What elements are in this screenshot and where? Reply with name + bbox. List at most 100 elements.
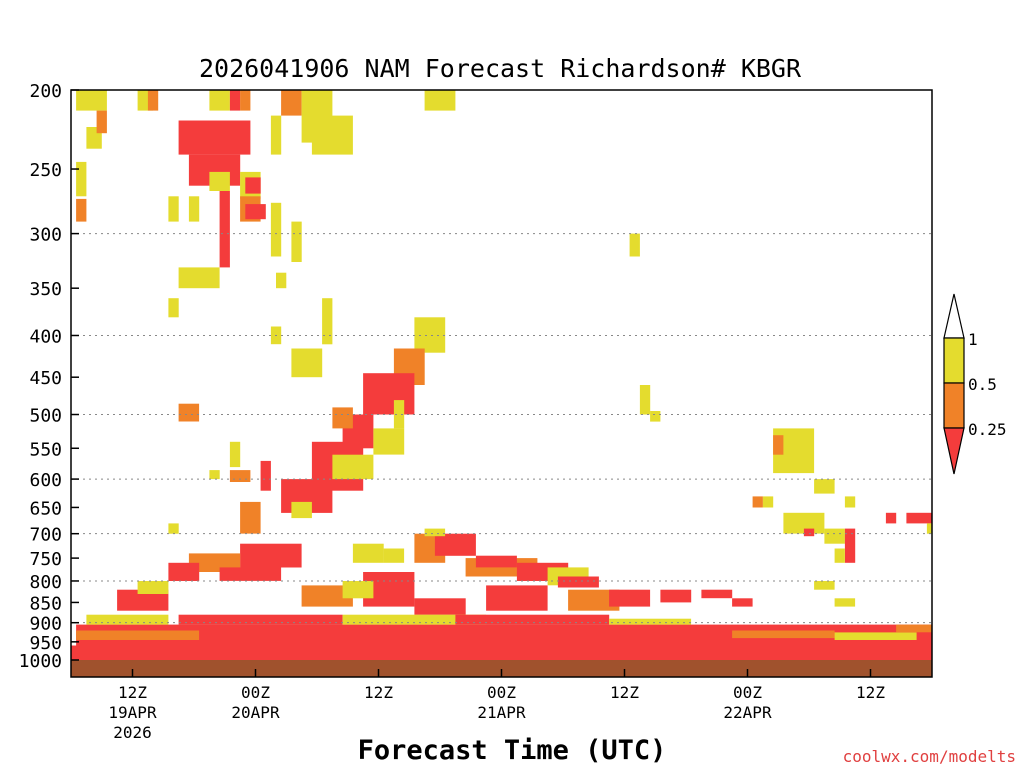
heatmap-cell-57 — [752, 496, 763, 508]
y-tick-label-950: 950 — [29, 633, 62, 654]
chart-title: 2026041906 NAM Forecast Richardson# KBGR — [199, 54, 802, 83]
heatmap-cell-53 — [650, 411, 661, 422]
heatmap-cell-28 — [276, 272, 287, 289]
heatmap-cell-94 — [117, 589, 169, 611]
heatmap-cell-18 — [76, 161, 87, 197]
heatmap-cell-74 — [188, 553, 241, 572]
heatmap-cell-17 — [270, 115, 282, 155]
heatmap-cell-64 — [834, 548, 845, 563]
heatmap-cell-62 — [824, 528, 845, 544]
heatmap-cell-104 — [732, 630, 835, 639]
heatmap-cell-51 — [629, 233, 640, 257]
heatmap-cell-106 — [896, 624, 932, 633]
heatmap-cell-8 — [311, 115, 353, 155]
y-tick-label-500: 500 — [29, 406, 62, 427]
heatmap-cell-72 — [383, 548, 405, 563]
heatmap-cell-47 — [260, 460, 271, 491]
heatmap-cell-11 — [96, 110, 107, 134]
heatmap-cell-20 — [168, 196, 179, 222]
y-tick-label-300: 300 — [29, 225, 62, 246]
heatmap-cell-63 — [844, 528, 856, 563]
heatmap-cell-84 — [609, 589, 651, 607]
heatmap-cell-16 — [245, 177, 261, 194]
heatmap-cell-59 — [844, 496, 856, 508]
heatmap-cells — [71, 90, 933, 660]
heatmap-cell-42 — [393, 400, 405, 429]
y-tick-label-250: 250 — [29, 160, 62, 181]
y-tick-label-450: 450 — [29, 368, 62, 389]
heatmap-cell-91 — [301, 585, 353, 607]
heatmap-cell-78 — [475, 555, 517, 568]
heatmap-cell-37 — [332, 407, 353, 429]
color-legend: 1 0.5 0.25 — [943, 293, 1007, 475]
y-tick-label-550: 550 — [29, 439, 62, 460]
heatmap-cell-101 — [342, 614, 487, 625]
heatmap-cell-71 — [352, 543, 384, 563]
heatmap-cell-95 — [137, 581, 169, 594]
y-tick-label-850: 850 — [29, 593, 62, 614]
y-tick-label-350: 350 — [29, 279, 62, 300]
y-tick-label-1000: 1000 — [19, 651, 62, 672]
heatmap-cell-93 — [414, 598, 466, 615]
heatmap-cell-75 — [168, 562, 200, 581]
heatmap-cell-102 — [455, 614, 610, 625]
x-tick-label-5: 00Z — [733, 683, 762, 702]
x-tick-label-6: 12Z — [856, 683, 885, 702]
heatmap-cell-40 — [373, 428, 405, 455]
x-tick-date-3: 21APR — [477, 703, 526, 722]
x-tick-year-0: 2026 — [113, 723, 152, 742]
heatmap-cell-24 — [245, 204, 266, 220]
pressure-axis: 200 250 300 350 400 450 500 550 600 650 700 7508008… — [19, 81, 79, 672]
x-tick-date-5: 22APR — [723, 703, 772, 722]
y-tick-label-700: 700 — [29, 525, 62, 546]
legend-label-0-25: 0.25 — [968, 420, 1007, 439]
heatmap-cell-22 — [219, 191, 230, 268]
heatmap-cell-82 — [568, 589, 620, 611]
x-tick-label-0: 12Z — [118, 683, 147, 702]
legend-label-1: 1 — [968, 330, 978, 349]
legend-top-arrow — [943, 293, 965, 339]
heatmap-cell-96 — [76, 624, 933, 646]
heatmap-cell-48 — [240, 501, 261, 534]
heatmap-cell-99 — [76, 630, 200, 640]
heatmap-cell-6 — [281, 90, 302, 116]
heatmap-cell-98 — [178, 614, 343, 625]
heatmap-cell-19 — [76, 198, 87, 222]
heatmap-cell-58 — [762, 496, 774, 508]
heatmap-cell-45 — [229, 470, 251, 482]
legend-yellow-box — [943, 337, 965, 384]
heatmap-cell-4 — [229, 90, 241, 111]
x-tick-label-4: 12Z — [610, 683, 639, 702]
heatmap-cell-67 — [926, 523, 932, 534]
heatmap-cell-49 — [291, 501, 312, 519]
ground-layer — [71, 660, 932, 677]
heatmap-cell-5 — [240, 90, 251, 111]
heatmap-cell-83 — [486, 585, 548, 611]
heatmap-cell-27 — [178, 267, 220, 289]
legend-label-0-5: 0.5 — [968, 375, 997, 394]
heatmap-cell-56 — [814, 479, 835, 494]
heatmap-cell-43 — [178, 403, 200, 422]
heatmap-cell-70 — [424, 528, 446, 537]
heatmap-cell-60 — [783, 512, 825, 534]
y-tick-label-650: 650 — [29, 498, 62, 519]
heatmap-cell-81 — [557, 576, 599, 588]
heatmap-cell-89 — [834, 598, 856, 607]
x-tick-label-1: 00Z — [241, 683, 270, 702]
heatmap-cell-9 — [424, 90, 456, 111]
heatmap-cell-66 — [906, 512, 932, 524]
heatmap-cell-32 — [291, 348, 323, 378]
heatmap-cell-61 — [803, 528, 815, 537]
heatmap-cell-85 — [660, 589, 692, 603]
heatmap-cell-21 — [188, 196, 200, 222]
heatmap-cell-12 — [178, 120, 251, 155]
heatmap-cell-35 — [363, 373, 415, 415]
y-tick-label-200: 200 — [29, 81, 62, 102]
y-tick-label-400: 400 — [29, 326, 62, 347]
heatmap-cell-88 — [814, 581, 835, 590]
x-tick-date-1: 20APR — [231, 703, 280, 722]
heatmap-cell-65 — [885, 512, 897, 524]
heatmap-cell-52 — [639, 385, 651, 415]
heatmap-cell-100 — [86, 614, 169, 625]
